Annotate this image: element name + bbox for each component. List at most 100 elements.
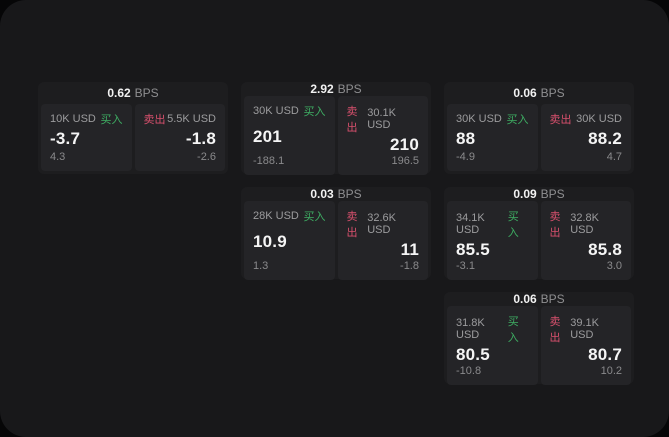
buy-price: 80.5 [456,345,490,364]
buy-side-label: 买入 [303,106,326,118]
spread-header: 0.62 BPS [41,82,225,104]
buy-price: 85.5 [456,240,490,259]
sell-tile-top: 卖出 30K USD [550,111,623,127]
buy-tile-top: 10K USD 买入 [50,111,123,127]
spread-value: 0.06 [513,292,537,306]
buy-price: 10.9 [253,232,287,251]
spread-unit: BPS [540,292,565,306]
sell-price: 80.7 [588,345,622,364]
quote-card: 0.06 BPS 30K USD 买入 88 -4.9 卖出 30K USD 8… [444,82,634,174]
quote-card: 0.06 BPS 31.8K USD 买入 80.5 -10.8 卖出 39.1… [444,292,634,385]
buy-tile[interactable]: 31.8K USD 买入 80.5 -10.8 [447,306,538,385]
buy-delta: 1.3 [253,260,269,272]
buy-tile[interactable]: 30K USD 买入 201 -188.1 [244,96,335,175]
buy-price: 201 [253,127,282,146]
spread-unit: BPS [337,187,362,201]
quote-body: 30K USD 买入 201 -188.1 卖出 30.1K USD 210 1… [244,96,428,175]
buy-tile-top: 28K USD 买入 [253,208,326,224]
sell-side-label: 卖出 [143,114,166,126]
buy-delta: -4.9 [456,151,475,163]
buy-delta: -10.8 [456,365,482,377]
quotes-grid: 0.62 BPS 10K USD 买入 -3.7 4.3 卖出 5.5K USD… [38,82,634,385]
sell-amount: 39.1K USD [570,317,599,341]
quote-card: 2.92 BPS 30K USD 买入 201 -188.1 卖出 30.1K … [241,82,431,175]
sell-side-label: 卖出 [549,316,561,344]
buy-tile-top: 30K USD 买入 [456,111,529,127]
spread-header: 0.06 BPS [447,292,631,306]
sell-tile[interactable]: 卖出 30K USD 88.2 4.7 [540,104,631,171]
sell-delta: 3.0 [606,260,622,272]
sell-amount: 30.1K USD [367,107,396,131]
sell-tile[interactable]: 卖出 32.8K USD 85.8 3.0 [540,201,631,280]
sell-tile[interactable]: 卖出 32.6K USD 11 -1.8 [337,201,428,280]
sell-delta: 10.2 [600,365,622,377]
quote-body: 34.1K USD 买入 85.5 -3.1 卖出 32.8K USD 85.8… [447,201,631,280]
sell-tile[interactable]: 卖出 5.5K USD -1.8 -2.6 [134,104,225,171]
buy-side-label: 买入 [506,114,529,126]
sell-tile-top: 卖出 32.6K USD [347,208,420,240]
sell-price: 85.8 [588,240,622,259]
sell-delta: 196.5 [391,155,419,167]
quote-body: 31.8K USD 买入 80.5 -10.8 卖出 39.1K USD 80.… [447,306,631,385]
buy-tile[interactable]: 28K USD 买入 10.9 1.3 [244,201,335,280]
buy-delta: 4.3 [50,151,66,163]
sell-tile[interactable]: 卖出 39.1K USD 80.7 10.2 [540,306,631,385]
buy-tile[interactable]: 30K USD 买入 88 -4.9 [447,104,538,171]
buy-delta: -3.1 [456,260,475,272]
buy-tile-top: 34.1K USD 买入 [456,208,529,240]
spread-value: 2.92 [310,82,334,96]
buy-tile-top: 31.8K USD 买入 [456,313,529,345]
spread-unit: BPS [337,82,362,96]
sell-delta: 4.7 [606,151,622,163]
sell-price: 11 [400,240,419,259]
buy-side-label: 买入 [303,211,326,223]
spread-value: 0.62 [107,86,131,100]
spread-value: 0.09 [513,187,537,201]
sell-price: 210 [390,135,419,154]
buy-amount: 34.1K USD [456,212,485,236]
buy-tile-top: 30K USD 买入 [253,103,326,119]
sell-tile-top: 卖出 30.1K USD [347,103,420,135]
quote-body: 28K USD 买入 10.9 1.3 卖出 32.6K USD 11 -1.8 [244,201,428,280]
sell-amount: 32.6K USD [367,212,396,236]
buy-amount: 28K USD [253,210,299,222]
buy-price: 88 [456,129,476,148]
quote-body: 30K USD 买入 88 -4.9 卖出 30K USD 88.2 4.7 [447,104,631,171]
sell-side-label: 卖出 [549,114,572,126]
quote-card: 0.62 BPS 10K USD 买入 -3.7 4.3 卖出 5.5K USD… [38,82,228,174]
sell-price: 88.2 [588,129,622,148]
sell-tile-top: 卖出 32.8K USD [550,208,623,240]
buy-side-label: 买入 [507,316,519,344]
sell-tile-top: 卖出 39.1K USD [550,313,623,345]
buy-amount: 10K USD [50,113,96,125]
quote-card: 0.03 BPS 28K USD 买入 10.9 1.3 卖出 32.6K US… [241,187,431,280]
sell-amount: 5.5K USD [167,113,216,125]
buy-tile[interactable]: 34.1K USD 买入 85.5 -3.1 [447,201,538,280]
spread-header: 0.03 BPS [244,187,428,201]
spread-header: 0.09 BPS [447,187,631,201]
buy-side-label: 买入 [507,211,519,239]
buy-tile[interactable]: 10K USD 买入 -3.7 4.3 [41,104,132,171]
sell-amount: 30K USD [576,113,622,125]
sell-delta: -1.8 [400,260,419,272]
sell-side-label: 卖出 [346,211,358,239]
buy-amount: 30K USD [253,105,299,117]
sell-side-label: 卖出 [346,106,358,134]
sell-price: -1.8 [185,129,216,148]
spread-unit: BPS [134,86,159,100]
buy-side-label: 买入 [100,114,123,126]
spread-value: 0.06 [513,86,537,100]
sell-tile[interactable]: 卖出 30.1K USD 210 196.5 [337,96,428,175]
spread-unit: BPS [540,86,565,100]
quote-body: 10K USD 买入 -3.7 4.3 卖出 5.5K USD -1.8 -2.… [41,104,225,171]
sell-amount: 32.8K USD [570,212,599,236]
buy-amount: 31.8K USD [456,317,485,341]
spread-header: 2.92 BPS [244,82,428,96]
spread-header: 0.06 BPS [447,82,631,104]
buy-delta: -188.1 [253,155,285,167]
buy-price: -3.7 [50,129,81,148]
spread-unit: BPS [540,187,565,201]
sell-tile-top: 卖出 5.5K USD [144,111,217,127]
